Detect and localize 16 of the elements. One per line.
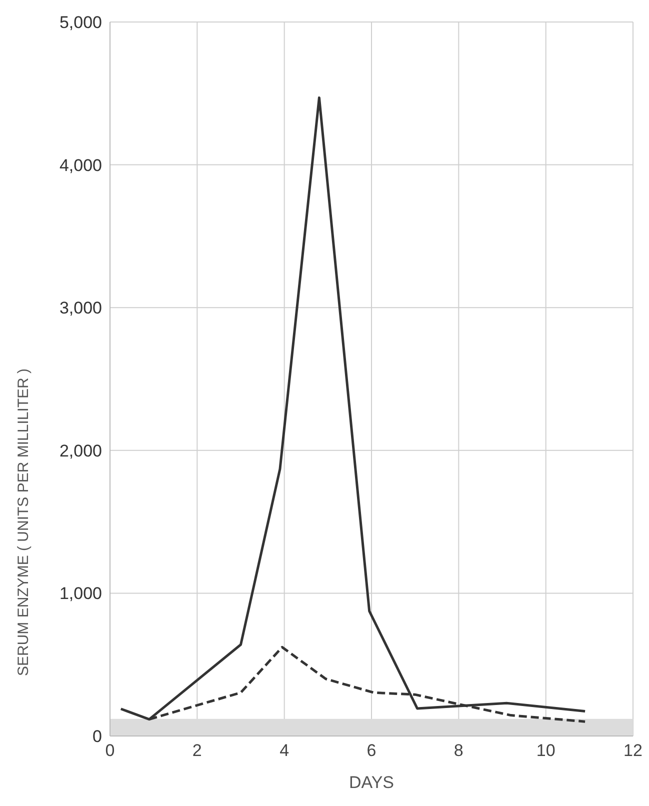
x-tick-label: 0 [105,741,115,760]
x-tick-label: 12 [624,741,642,760]
y-tick-label: 0 [92,727,102,746]
x-tick-label: 2 [192,741,202,760]
y-tick-label: 5,000 [59,13,102,32]
y-tick-label: 2,000 [59,441,102,460]
y-axis-title: SERUM ENZYME ( UNITS PER MILLILITER ) [15,368,32,676]
x-tick-label: 6 [366,741,376,760]
x-tick-label: 8 [454,741,464,760]
x-axis-title: DAYS [348,773,394,792]
x-tick-label: 4 [280,741,290,760]
y-tick-label: 3,000 [59,298,102,318]
y-tick-label: 4,000 [59,156,102,175]
x-tick-label: 10 [536,741,556,760]
y-tick-label: 1,000 [59,584,102,604]
line-series [120,96,586,721]
